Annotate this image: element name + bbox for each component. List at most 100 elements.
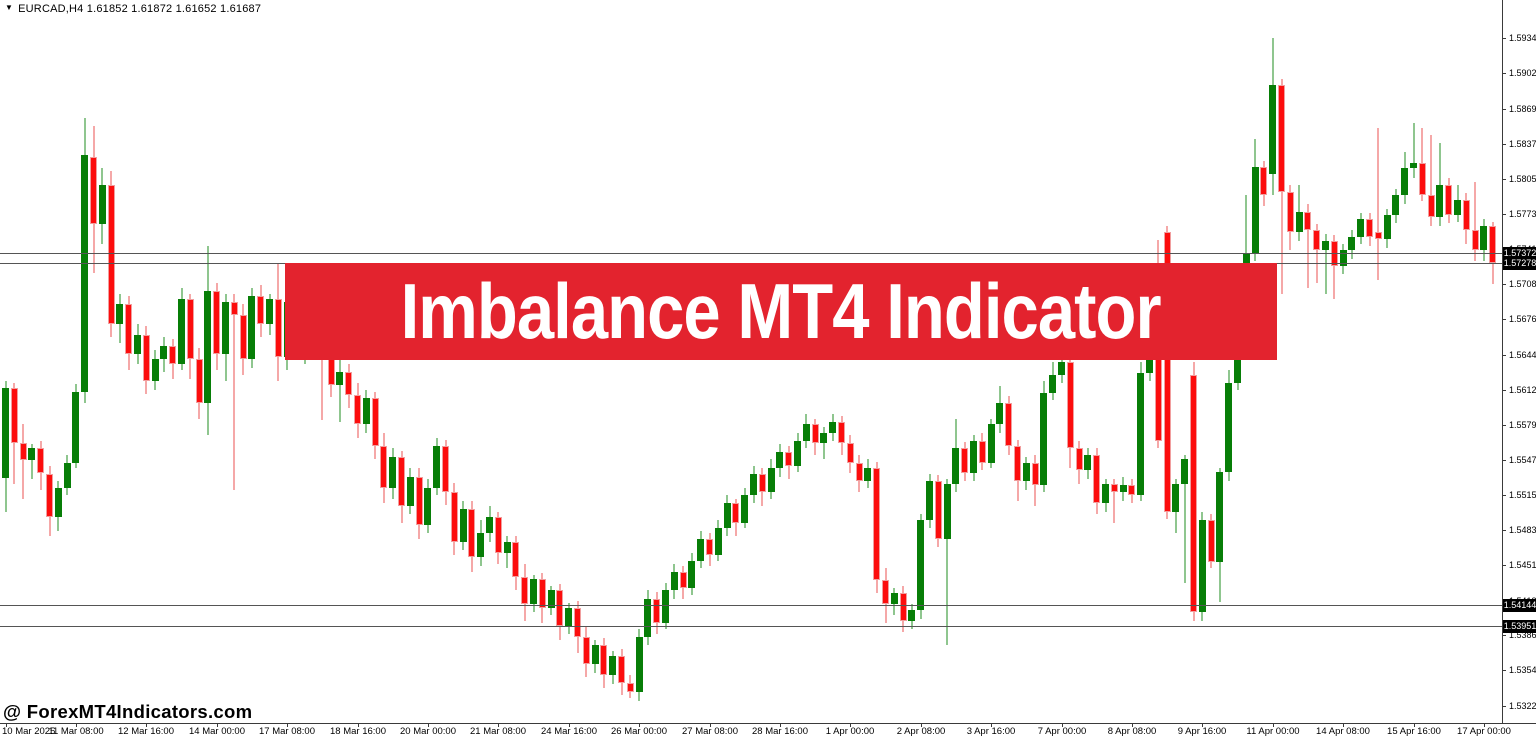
candle-body-up xyxy=(996,402,1004,425)
level-line xyxy=(0,253,1502,254)
time-axis-label: 27 Mar 08:00 xyxy=(682,726,738,737)
candle-body-down xyxy=(354,394,361,425)
price-tag: 1.53951 xyxy=(1503,620,1536,633)
candle-body-up xyxy=(362,398,370,425)
candle-wick xyxy=(233,293,236,490)
candle-body-up xyxy=(1058,362,1065,376)
candle-body-down xyxy=(371,398,379,447)
candle-wick xyxy=(822,426,825,460)
candle-body-down xyxy=(1128,485,1136,496)
time-tick xyxy=(217,723,218,727)
candle-body-up xyxy=(486,517,493,534)
candle-body-up xyxy=(1357,219,1365,237)
time-axis-label: 17 Apr 00:00 xyxy=(1457,726,1511,737)
candle-body-up xyxy=(28,448,36,461)
time-tick xyxy=(921,723,922,727)
time-axis-label: 9 Apr 16:00 xyxy=(1177,726,1227,737)
candle-body-down xyxy=(1286,192,1294,233)
price-axis-label: 1.58695 xyxy=(1509,104,1536,114)
price-axis-label: 1.55795 xyxy=(1509,420,1536,430)
candle-body-down xyxy=(574,607,581,638)
price-tick xyxy=(1502,565,1506,566)
time-tick xyxy=(569,723,570,727)
price-axis[interactable] xyxy=(1502,0,1503,723)
candle-body-up xyxy=(926,481,933,521)
candle-body-up xyxy=(1022,462,1030,482)
candle-body-up xyxy=(406,476,414,507)
candle-body-down xyxy=(1260,167,1268,196)
candle-body-down xyxy=(899,593,907,621)
time-tick xyxy=(498,723,499,727)
candle-body-down xyxy=(811,424,819,443)
time-axis[interactable] xyxy=(0,723,1536,724)
candle-body-down xyxy=(838,422,845,443)
time-axis-label: 10 Mar 2025 xyxy=(2,726,56,737)
candle-body-up xyxy=(662,590,669,623)
candle-body-up xyxy=(72,391,80,463)
candle-body-down xyxy=(46,473,53,518)
candle-body-up xyxy=(1401,168,1409,196)
candle-body-down xyxy=(679,571,687,588)
candle-body-down xyxy=(732,502,740,523)
price-tick xyxy=(1502,355,1506,356)
candle-body-down xyxy=(1005,402,1013,447)
candle-body-down xyxy=(1163,232,1171,512)
candle-body-down xyxy=(934,481,942,539)
candle-body-down xyxy=(415,476,423,525)
time-axis-label: 17 Mar 08:00 xyxy=(259,726,315,737)
time-axis-label: 3 Apr 16:00 xyxy=(966,726,1016,737)
candle-body-down xyxy=(978,440,986,463)
chart-canvas[interactable] xyxy=(0,0,1502,723)
candle-body-up xyxy=(424,487,432,525)
time-tick xyxy=(639,723,640,727)
chart-symbol-marker-icon: ▼ xyxy=(5,3,14,12)
candle-wick xyxy=(338,358,341,423)
time-tick xyxy=(780,723,781,727)
price-axis-label: 1.56765 xyxy=(1509,314,1536,324)
candle-body-up xyxy=(741,495,749,523)
candle-body-up xyxy=(987,424,995,463)
candle-body-down xyxy=(556,590,564,627)
candle-body-down xyxy=(600,644,608,676)
candle-body-up xyxy=(1322,241,1329,250)
time-axis-label: 24 Mar 16:00 xyxy=(541,726,597,737)
candle-body-up xyxy=(1269,85,1277,174)
price-axis-label: 1.59020 xyxy=(1509,68,1536,78)
candle-body-down xyxy=(618,655,625,683)
price-axis-label: 1.57085 xyxy=(1509,279,1536,289)
candle-body-up xyxy=(723,502,731,529)
candle-body-down xyxy=(512,542,520,578)
candle-body-up xyxy=(1383,215,1391,240)
candle-body-down xyxy=(846,442,854,463)
time-tick xyxy=(850,723,851,727)
candle-body-up xyxy=(266,299,273,325)
candle-wick xyxy=(1183,454,1186,583)
candle-body-down xyxy=(274,299,282,357)
time-axis-label: 26 Mar 00:00 xyxy=(611,726,667,737)
candle-body-up xyxy=(336,372,344,386)
price-tick xyxy=(1502,214,1506,215)
candle-body-up xyxy=(116,304,124,325)
candle-body-down xyxy=(1471,230,1479,250)
time-axis-label: 11 Mar 08:00 xyxy=(48,726,104,737)
level-line xyxy=(0,605,1502,606)
candle-body-up xyxy=(1181,459,1189,485)
watermark: @ ForexMT4Indicators.com xyxy=(3,701,253,722)
candle-body-up xyxy=(943,484,951,539)
time-tick xyxy=(1273,723,1274,727)
candle-body-up xyxy=(750,473,757,496)
time-tick xyxy=(358,723,359,727)
candle-body-down xyxy=(1190,375,1197,612)
symbol-ohlc-text: EURCAD,H4 1.61852 1.61872 1.61652 1.6168… xyxy=(18,3,262,15)
candle-body-down xyxy=(380,446,388,488)
candle-body-up xyxy=(908,609,916,621)
candle-body-down xyxy=(494,517,502,554)
price-axis-label: 1.59340 xyxy=(1509,33,1536,43)
candle-body-down xyxy=(1278,85,1285,193)
candle-wick xyxy=(1412,123,1415,178)
candle-body-down xyxy=(873,468,881,581)
candle-body-down xyxy=(37,448,45,474)
candle-body-up xyxy=(204,291,212,403)
candle-body-down xyxy=(653,598,661,623)
